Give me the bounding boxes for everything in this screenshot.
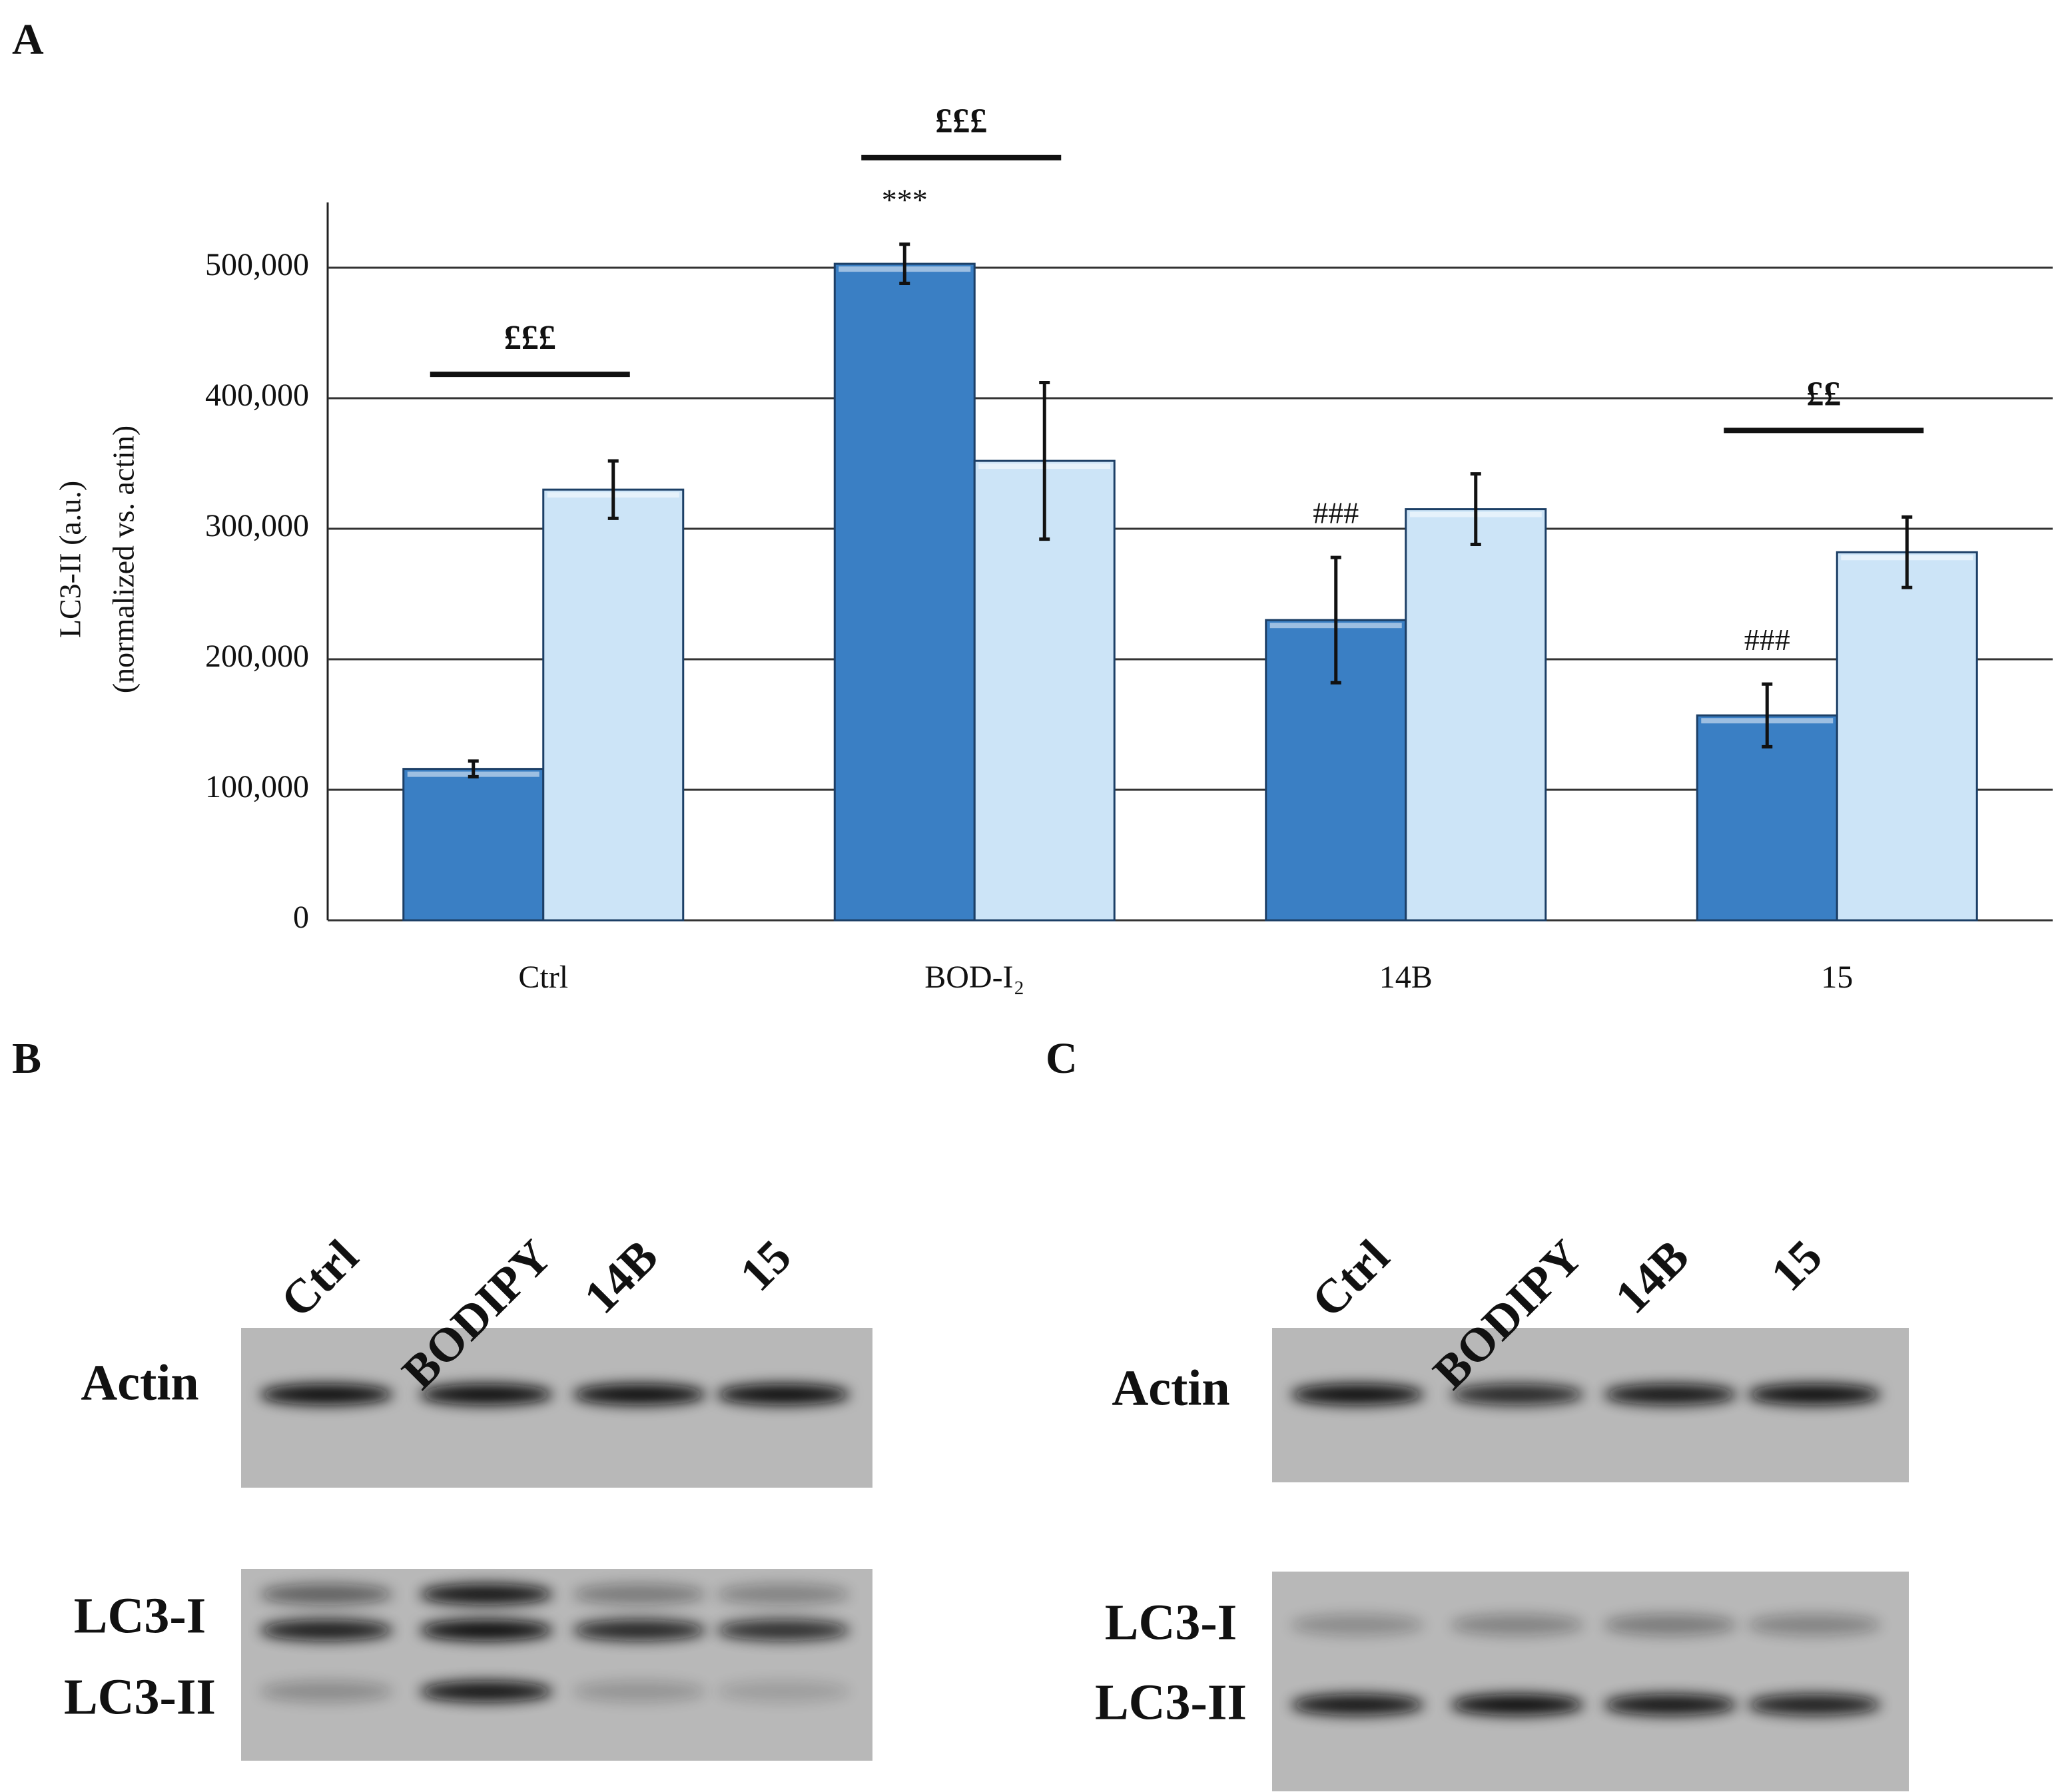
lane-label: 14B <box>1605 1229 1699 1323</box>
row-label: LC3-II <box>64 1669 216 1725</box>
error-bar <box>1901 515 1913 589</box>
lane-label: Ctrl <box>1301 1229 1399 1327</box>
y-axis-label: LC3-II (a.u.) <box>53 481 87 638</box>
blot-membrane <box>1272 1572 1909 1791</box>
blot-band <box>717 1681 850 1702</box>
bracket-label: ££ <box>1806 375 1841 413</box>
row-label: LC3-II <box>1095 1674 1247 1730</box>
lane-label: 14B <box>574 1229 668 1323</box>
lane-label: 15 <box>730 1229 801 1301</box>
lane-label: 15 <box>1761 1229 1832 1301</box>
row-label: Actin <box>81 1354 198 1410</box>
y-tick-label: 200,000 <box>205 639 309 674</box>
blot-membrane <box>241 1328 872 1488</box>
bar <box>1265 619 1407 922</box>
blot-band <box>420 1384 553 1405</box>
bar <box>833 262 976 922</box>
bar <box>1836 551 1978 922</box>
error-bar <box>1762 682 1773 748</box>
bracket-label: £££ <box>935 103 987 141</box>
blot-band <box>260 1384 393 1405</box>
bar <box>1696 714 1838 922</box>
blot-band <box>1604 1384 1737 1405</box>
blot-band <box>1748 1694 1881 1715</box>
blot-band <box>260 1584 393 1605</box>
y-tick-label: 400,000 <box>205 378 309 413</box>
panel-label: A <box>12 15 44 64</box>
blot-band <box>717 1584 850 1605</box>
y-tick-label: 300,000 <box>205 508 309 543</box>
bar <box>1405 508 1547 922</box>
blot-band <box>1451 1614 1584 1636</box>
blot-band <box>1604 1694 1737 1715</box>
blot-band <box>573 1620 706 1641</box>
bracket-label: £££ <box>504 319 556 357</box>
blot-band <box>420 1681 553 1702</box>
blot-band <box>260 1620 393 1641</box>
row-label: LC3-I <box>1105 1594 1237 1650</box>
row-label: Actin <box>1112 1360 1229 1416</box>
error-bar <box>899 242 910 286</box>
y-axis-label: (normalized vs. actin) <box>107 426 141 693</box>
blot-band <box>1291 1384 1424 1405</box>
blot-band <box>1604 1614 1737 1636</box>
blot-band <box>260 1681 393 1702</box>
blot-band <box>1291 1694 1424 1715</box>
panel-label: C <box>1046 1034 1078 1083</box>
x-tick-label: BOD-I₂ <box>924 960 1024 995</box>
blot-band <box>717 1620 850 1641</box>
blot-band <box>1451 1694 1584 1715</box>
blot-band <box>573 1584 706 1605</box>
error-bar <box>468 759 479 778</box>
y-tick-label: 0 <box>293 900 309 935</box>
blot-band <box>1291 1614 1424 1636</box>
bar <box>402 768 545 922</box>
x-tick-label: 14B <box>1379 960 1433 995</box>
blot-band <box>1748 1614 1881 1636</box>
y-tick-label: 500,000 <box>205 247 309 282</box>
blot-band <box>1748 1384 1881 1405</box>
x-tick-label: 15 <box>1821 960 1853 995</box>
error-bar <box>1330 555 1341 685</box>
blot-band <box>717 1384 850 1405</box>
blot-band <box>420 1620 553 1641</box>
significance-mark: ### <box>1313 496 1359 530</box>
blot-band <box>1451 1384 1584 1405</box>
blot-band <box>573 1681 706 1702</box>
x-tick-label: Ctrl <box>518 960 568 995</box>
significance-mark: ### <box>1744 623 1790 657</box>
row-label: LC3-I <box>74 1588 206 1643</box>
blot-membrane <box>1272 1328 1909 1482</box>
lane-label: Ctrl <box>270 1229 368 1327</box>
chart: 0 100,000 200,000 300,000 400,000 500,000 LC3-… <box>53 103 2053 995</box>
y-tick-label: 100,000 <box>205 769 309 804</box>
blot-band <box>420 1584 553 1605</box>
blot-band <box>573 1384 706 1405</box>
error-bar <box>607 459 619 520</box>
significance-mark: *** <box>882 182 928 216</box>
bar <box>542 488 685 922</box>
panel-label: B <box>12 1034 41 1083</box>
error-bar <box>1039 380 1050 541</box>
error-bar <box>1470 472 1481 547</box>
